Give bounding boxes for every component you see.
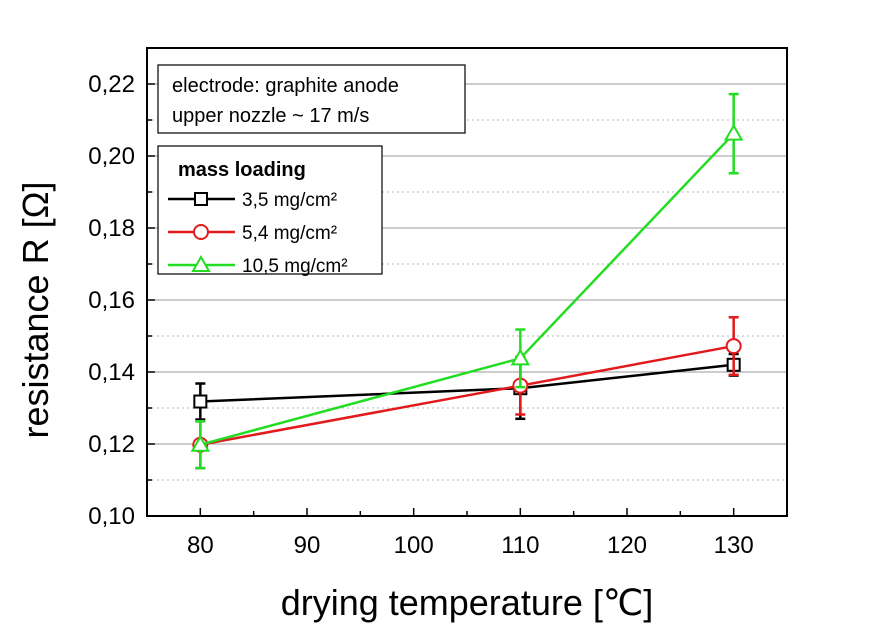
series-2 [192, 316, 742, 470]
x-tick-label: 120 [607, 532, 647, 559]
legend: mass loading 3,5 mg/cm² 5,4 mg/cm² 10,5 mg… [157, 145, 383, 277]
y-tick-label: 0,12 [88, 431, 135, 458]
data-point [510, 348, 531, 366]
series-1 [193, 352, 741, 421]
legend-entry-3: 10,5 mg/cm² [168, 254, 348, 277]
series-3 [190, 92, 744, 470]
series-layer [190, 92, 744, 470]
x-tick-label: 130 [714, 532, 754, 559]
x-axis-label: drying temperature [℃] [281, 582, 654, 623]
x-tick-label: 110 [501, 532, 539, 559]
y-tick-label: 0,14 [88, 359, 135, 386]
annotation-line-1: electrode: graphite anode [172, 75, 399, 97]
data-point [190, 434, 211, 452]
y-tick-label: 0,16 [88, 287, 135, 314]
annotation-box: electrode: graphite anode upper nozzle ~… [157, 64, 466, 134]
x-tick-label: 100 [394, 532, 434, 559]
x-tick-label: 80 [187, 532, 214, 559]
annotation-frame [157, 64, 466, 134]
x-tick-label: 90 [294, 532, 321, 559]
legend-frame [157, 145, 383, 275]
legend-entry-2: 5,4 mg/cm² [168, 223, 337, 244]
annotation-line-2: upper nozzle ~ 17 m/s [172, 105, 369, 127]
y-tick-label: 0,18 [88, 215, 135, 242]
legend-label: 10,5 mg/cm² [242, 256, 348, 277]
legend-marker [194, 192, 208, 206]
legend-title: mass loading [178, 159, 306, 181]
y-tick-label: 0,22 [88, 71, 135, 98]
y-tick-label: 0,10 [88, 503, 135, 530]
data-point [723, 123, 744, 141]
legend-entry-1: 3,5 mg/cm² [168, 190, 337, 211]
axes: 0,10 0,12 0,14 0,16 0,18 0,20 0,22 80 90 100 110 12… [88, 71, 788, 559]
data-point [725, 338, 742, 355]
legend-label: 5,4 mg/cm² [242, 223, 337, 244]
legend-label: 3,5 mg/cm² [242, 190, 337, 211]
y-axis-label: resistance R [Ω] [15, 182, 56, 439]
data-point [193, 394, 208, 409]
legend-marker [193, 224, 209, 240]
y-tick-label: 0,20 [88, 143, 135, 170]
legend-marker [191, 254, 211, 272]
grid [147, 83, 787, 481]
series-line [200, 344, 734, 446]
